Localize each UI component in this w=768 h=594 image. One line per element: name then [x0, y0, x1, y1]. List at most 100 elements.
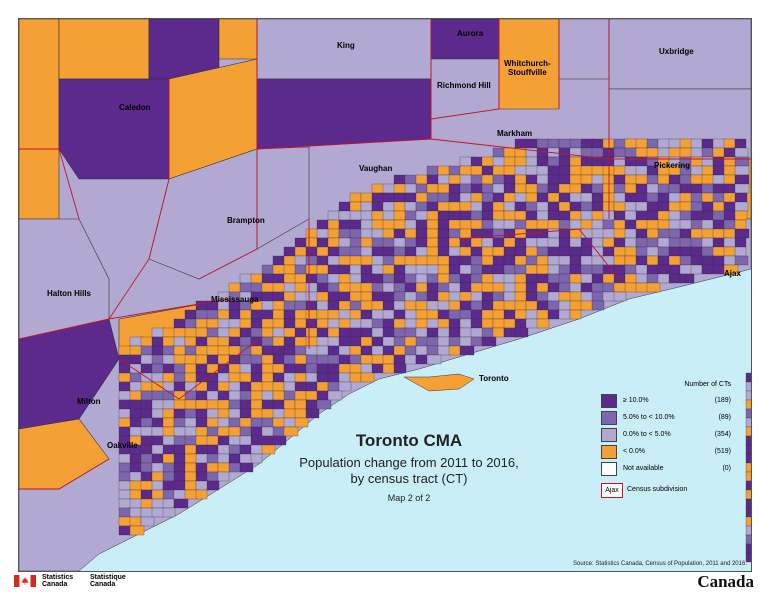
census-tract	[272, 363, 285, 374]
census-tract	[580, 174, 594, 185]
census-tract	[591, 300, 605, 311]
census-tract	[569, 138, 583, 149]
census-tract	[569, 219, 583, 230]
census-tract	[305, 300, 318, 311]
census-tract	[316, 354, 330, 365]
census-tract	[316, 300, 329, 311]
census-tract	[558, 255, 571, 266]
census-tract	[250, 417, 263, 428]
label-milton: Milton	[77, 397, 101, 406]
toronto-islands	[403, 373, 475, 392]
census-tract	[426, 165, 439, 176]
census-tract	[437, 309, 451, 320]
census-tract	[448, 336, 462, 347]
label-oakville: Oakville	[107, 441, 138, 450]
census-tract	[745, 444, 751, 455]
census-tract	[283, 300, 296, 311]
census-tract	[690, 174, 704, 185]
legend-row: ≥ 10.0% (189)	[599, 394, 739, 409]
legend-label: < 0.0%	[623, 448, 645, 455]
census-tract	[294, 327, 308, 338]
census-tract	[624, 138, 638, 149]
census-tract	[316, 345, 330, 356]
label-halton-hills: Halton Hills	[47, 289, 92, 298]
census-tract	[503, 246, 516, 257]
census-tract	[261, 390, 274, 401]
census-tract	[723, 138, 736, 149]
census-tract	[426, 174, 440, 185]
census-tract	[294, 363, 307, 374]
census-tract	[239, 390, 253, 401]
csd-boundary	[19, 148, 80, 220]
census-tract	[283, 327, 297, 338]
census-tract	[701, 147, 714, 158]
census-tract	[448, 282, 462, 293]
census-tract	[745, 534, 751, 545]
census-tract	[745, 498, 751, 509]
census-tract	[514, 318, 528, 329]
census-tract	[349, 318, 362, 329]
census-tract	[239, 426, 253, 437]
census-tract	[580, 192, 594, 203]
census-tract	[118, 471, 132, 482]
census-tract	[679, 237, 692, 248]
census-tract	[294, 264, 307, 275]
census-tract	[690, 138, 703, 149]
census-tract	[580, 210, 594, 221]
census-tract	[701, 156, 714, 167]
census-tract	[591, 246, 605, 257]
legend-count: (354)	[714, 431, 731, 438]
census-tract	[580, 264, 594, 275]
census-tract	[371, 210, 385, 221]
census-tract	[734, 156, 750, 167]
census-tract	[140, 453, 154, 464]
legend-swatch-na	[601, 462, 617, 476]
census-tract	[294, 417, 309, 428]
census-tract	[459, 192, 472, 203]
census-tract	[261, 345, 275, 356]
census-tract	[679, 174, 693, 185]
census-tract	[536, 183, 549, 194]
label-mississauga: Mississauga	[211, 295, 259, 304]
census-tract	[580, 291, 594, 302]
census-tract	[734, 147, 749, 158]
census-tract	[646, 183, 660, 194]
census-tract	[492, 246, 506, 257]
census-tract	[503, 264, 516, 275]
census-tract	[503, 219, 516, 230]
census-tract	[690, 246, 703, 257]
label-toronto: Toronto	[479, 374, 509, 383]
census-tract	[459, 210, 473, 221]
census-tract	[481, 219, 495, 230]
census-tract	[470, 327, 484, 338]
census-tract	[283, 372, 297, 383]
census-tract	[657, 237, 671, 248]
census-tract	[162, 471, 176, 482]
census-tract	[525, 237, 538, 248]
census-tract	[503, 255, 517, 266]
census-tract	[382, 336, 396, 347]
census-tract	[393, 219, 407, 230]
census-tract	[635, 138, 649, 149]
census-tract	[162, 507, 176, 518]
census-tract	[437, 255, 451, 266]
census-tract	[261, 444, 276, 455]
census-tract	[195, 336, 209, 347]
census-tract	[283, 408, 297, 419]
census-tract	[184, 318, 197, 329]
census-tract	[360, 228, 373, 239]
census-tract	[151, 345, 164, 356]
census-tract	[228, 417, 242, 428]
census-tract	[140, 363, 154, 374]
census-tract	[338, 264, 352, 275]
census-tract	[426, 327, 439, 338]
census-tract	[371, 327, 385, 338]
census-tract	[349, 264, 362, 275]
census-tract	[602, 246, 615, 257]
census-tract	[426, 183, 439, 194]
census-tract	[129, 525, 145, 536]
census-tract	[668, 183, 681, 194]
census-tract	[272, 327, 286, 338]
census-tract	[371, 273, 384, 284]
census-tract	[459, 282, 472, 293]
